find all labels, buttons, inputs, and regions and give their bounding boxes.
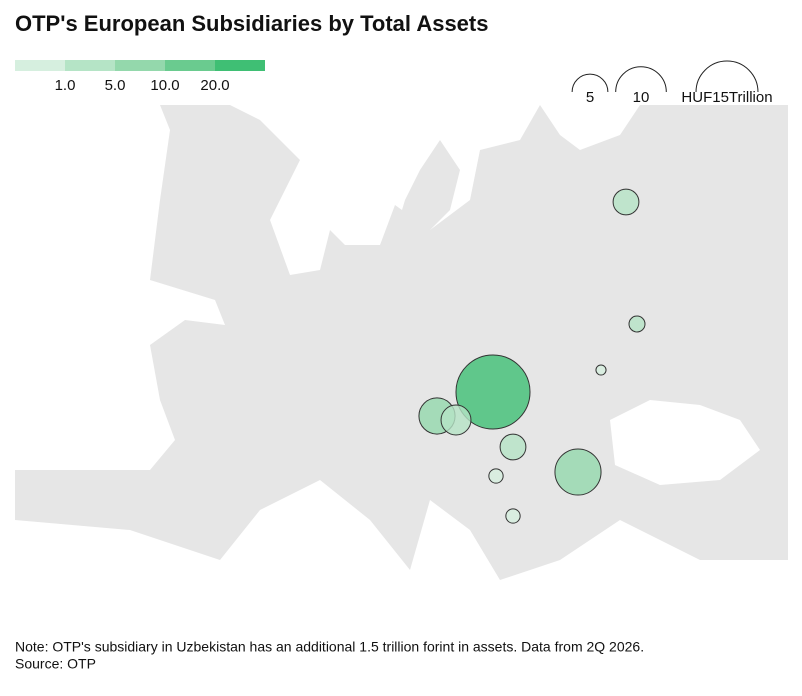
gulf xyxy=(540,105,640,150)
size-legend-label: HUF15Trillion xyxy=(681,89,772,106)
title: OTP's European Subsidiaries by Total Ass… xyxy=(15,11,488,36)
color-legend-label: 20.0 xyxy=(200,77,229,94)
asset-bubble xyxy=(505,508,521,524)
asset-bubble xyxy=(455,354,531,430)
bubbles xyxy=(418,188,646,524)
asset-bubble xyxy=(499,433,527,461)
color-swatch xyxy=(65,60,115,71)
scandinavia xyxy=(330,140,460,275)
size-legend-arc xyxy=(615,66,667,93)
source: Source: OTP xyxy=(15,656,96,672)
mediterranean xyxy=(15,480,788,617)
size-legend-arc xyxy=(695,60,759,93)
color-legend-label: 10.0 xyxy=(150,77,179,94)
asset-bubble xyxy=(595,364,607,376)
size-legend-label: 5 xyxy=(586,89,594,106)
britain xyxy=(175,150,255,290)
size-legend-label: 10 xyxy=(633,89,650,106)
note: Note: OTP's subsidiary in Uzbekistan has… xyxy=(15,639,644,655)
atlantic xyxy=(15,105,225,470)
asset-bubble xyxy=(440,404,472,436)
asset-bubble xyxy=(612,188,640,216)
color-swatch xyxy=(215,60,265,71)
legend: 1.0 5.0 10.0 20.0 5 10 HUF15Trillion xyxy=(15,60,773,106)
color-swatch xyxy=(165,60,215,71)
color-legend-label: 5.0 xyxy=(105,77,126,94)
north-sea-baltic xyxy=(230,105,540,275)
size-legend-arc xyxy=(571,73,609,93)
asset-bubble xyxy=(488,468,504,484)
black-sea xyxy=(610,400,760,485)
map xyxy=(15,105,788,617)
color-swatch xyxy=(115,60,165,71)
color-swatch xyxy=(15,60,65,71)
asset-bubble xyxy=(554,448,602,496)
color-legend-label: 1.0 xyxy=(55,77,76,94)
asset-bubble xyxy=(628,315,646,333)
